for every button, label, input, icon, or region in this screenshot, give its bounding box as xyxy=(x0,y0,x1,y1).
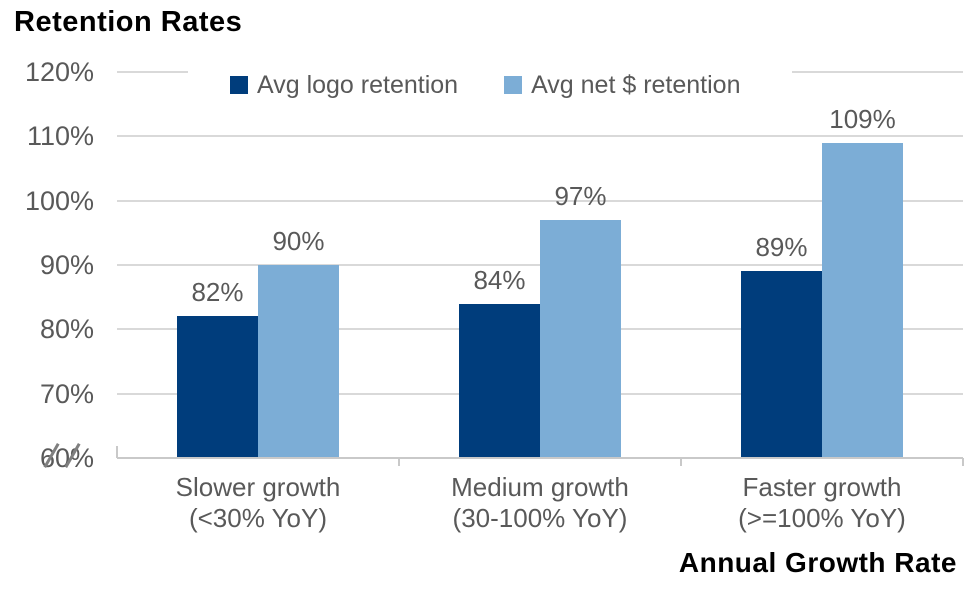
bar-data-label: 90% xyxy=(272,226,325,256)
legend-label: Avg net $ retention xyxy=(531,70,741,99)
x-axis-category-label: Faster growth (>=100% YoY) xyxy=(738,472,906,533)
chart-title: Retention Rates xyxy=(14,6,243,38)
y-axis-tick-label: 110% xyxy=(26,121,94,152)
y-axis-tick-label: 90% xyxy=(39,250,94,280)
bar-net-dollar-retention xyxy=(822,142,903,457)
x-axis-line xyxy=(117,457,963,459)
gridline xyxy=(117,135,963,138)
bar-data-label: 89% xyxy=(755,232,808,263)
legend-item: Avg net $ retention xyxy=(504,70,741,100)
y-axis-stub xyxy=(116,446,118,458)
bar-data-label: 109% xyxy=(829,103,896,134)
x-axis-tick xyxy=(680,458,682,466)
legend-label: Avg logo retention xyxy=(257,70,459,99)
bar-net-dollar-retention xyxy=(258,265,339,457)
bar-data-label: 82% xyxy=(191,277,244,308)
bar-logo-retention xyxy=(177,316,258,457)
bar-data-label: 84% xyxy=(473,264,526,295)
legend: Avg logo retention Avg net $ retention xyxy=(188,60,792,110)
bar-data-label: 97% xyxy=(554,180,607,211)
x-axis-tick xyxy=(398,458,400,466)
bar-net-dollar-retention xyxy=(540,219,621,457)
legend-swatch-icon xyxy=(230,76,248,94)
x-axis-tick xyxy=(962,458,964,466)
bar-logo-retention xyxy=(459,303,540,457)
x-axis-category-label: Medium growth (30-100% YoY) xyxy=(451,472,629,533)
x-axis-category-label: Slower growth (<30% YoY) xyxy=(175,472,341,533)
y-axis-tick-label: 100% xyxy=(24,185,94,216)
y-axis-tick-label: 80% xyxy=(39,314,94,345)
legend-item: Avg logo retention xyxy=(230,71,458,100)
y-axis-tick-label: 70% xyxy=(39,378,94,409)
gridline xyxy=(117,199,963,202)
bar-logo-retention xyxy=(741,271,822,457)
y-axis-tick-label: 120% xyxy=(24,57,94,87)
legend-swatch-icon xyxy=(504,76,523,94)
x-axis-title: Annual Growth Rate xyxy=(678,547,957,578)
